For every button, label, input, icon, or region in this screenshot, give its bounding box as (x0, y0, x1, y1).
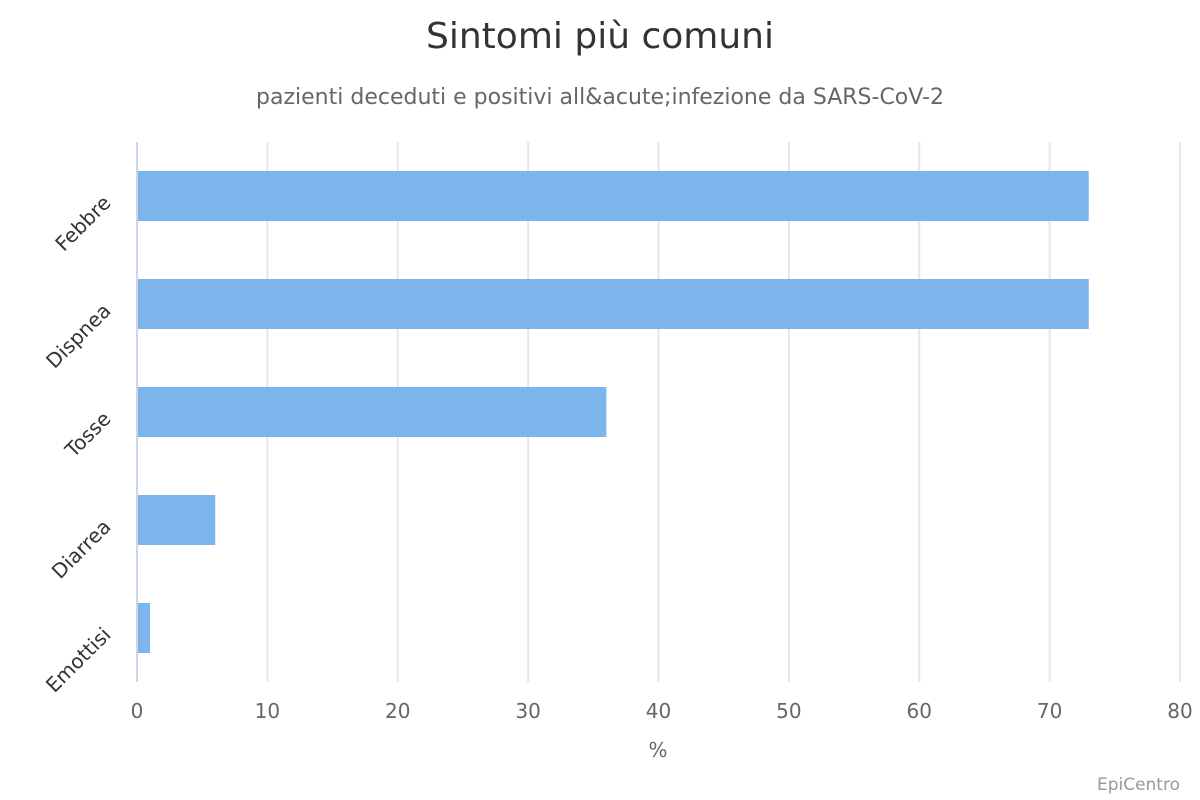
bar-dispnea[interactable] (138, 279, 1089, 329)
y-tick-label: Febbre (50, 191, 115, 256)
x-tick-label: 20 (385, 699, 410, 723)
chart-title: Sintomi più comuni (426, 16, 774, 57)
x-tick-label: 80 (1167, 699, 1192, 723)
x-tick-label: 30 (515, 699, 540, 723)
bar-tosse[interactable] (138, 387, 607, 437)
bar-diarrea[interactable] (138, 495, 216, 545)
x-axis-title: % (648, 738, 667, 762)
x-tick-label: 60 (907, 699, 932, 723)
y-tick-label: Emottisi (41, 623, 116, 698)
x-axis-ticks: 0 10 20 30 40 50 60 70 80 (131, 699, 1193, 723)
bars (138, 171, 1089, 653)
y-tick-label: Diarrea (47, 515, 116, 584)
credits-link[interactable]: EpiCentro (1097, 775, 1180, 795)
x-tick-label: 0 (131, 699, 144, 723)
y-axis-ticks: Febbre Dispnea Tosse Diarrea Emottisi (41, 191, 116, 698)
y-tick-label: Tosse (60, 407, 116, 463)
x-tick-label: 70 (1037, 699, 1062, 723)
y-tick-label: Dispnea (41, 299, 115, 373)
x-tick-label: 10 (255, 699, 280, 723)
x-tick-label: 50 (776, 699, 801, 723)
chart-subtitle: pazienti deceduti e positivi all&acute;i… (256, 85, 944, 110)
bar-emottisi[interactable] (138, 603, 151, 653)
bar-febbre[interactable] (138, 171, 1089, 221)
x-tick-label: 40 (646, 699, 671, 723)
